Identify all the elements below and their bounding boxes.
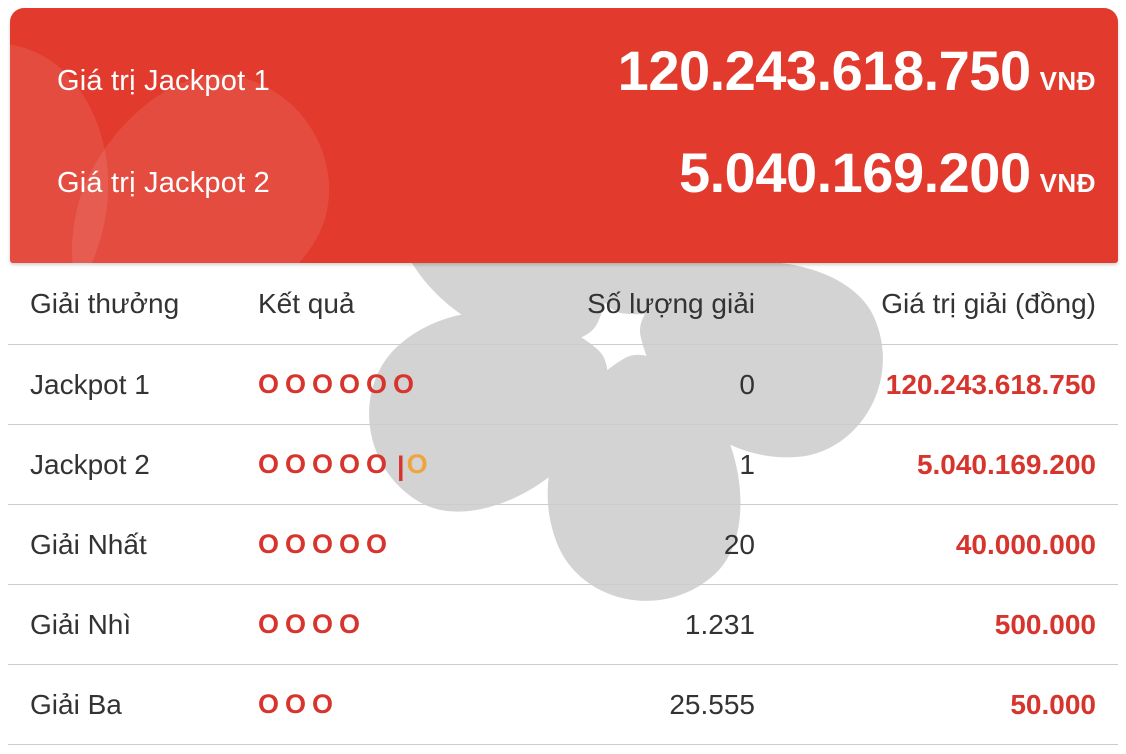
main-balls: OOOOO bbox=[258, 449, 394, 479]
prize-value: 500.000 bbox=[994, 608, 1096, 640]
prize-table: Giải thưởng Kết quả Số lượng giải Giá tr… bbox=[8, 263, 1118, 745]
jackpot1-label: Giá trị Jackpot 1 bbox=[57, 65, 270, 97]
result-balls: OOOOOO bbox=[258, 369, 538, 400]
prize-count: 1 bbox=[739, 448, 755, 480]
header-value: Giá trị giải (đồng) bbox=[881, 287, 1096, 319]
jackpot2-label: Giá trị Jackpot 2 bbox=[57, 167, 270, 199]
table-row: Giải Nhất OOOOO 20 40.000.000 bbox=[8, 505, 1118, 585]
main-balls: OOO bbox=[258, 689, 340, 719]
jackpot1-value: 120.243.618.750 bbox=[617, 39, 1031, 102]
prize-value: 50.000 bbox=[1010, 688, 1096, 720]
jackpot2-value-group: 5.040.169.200 VNĐ bbox=[679, 140, 1096, 206]
prize-name: Jackpot 2 bbox=[30, 448, 150, 480]
result-balls: OOOOO bbox=[258, 529, 538, 560]
table-row: Giải Nhì OOOO 1.231 500.000 bbox=[8, 585, 1118, 665]
header-count: Số lượng giải bbox=[587, 287, 755, 319]
jackpot2-row: Giá trị Jackpot 2 5.040.169.200 VNĐ bbox=[57, 140, 1096, 206]
header-prize: Giải thưởng bbox=[30, 287, 180, 319]
prize-count: 1.231 bbox=[684, 608, 755, 640]
prize-value: 120.243.618.750 bbox=[885, 368, 1096, 400]
prize-count: 25.555 bbox=[669, 688, 755, 720]
prize-value: 40.000.000 bbox=[955, 528, 1096, 560]
header-result: Kết quả bbox=[258, 287, 355, 319]
jackpot1-row: Giá trị Jackpot 1 120.243.618.750 VNĐ bbox=[57, 38, 1096, 104]
ball-separator: | bbox=[397, 451, 405, 481]
jackpot1-value-group: 120.243.618.750 VNĐ bbox=[618, 38, 1096, 104]
result-balls: OOO bbox=[258, 689, 538, 720]
result-balls: OOOO bbox=[258, 609, 538, 640]
jackpot1-currency-label: VNĐ bbox=[1039, 66, 1096, 96]
bonus-ball: O bbox=[406, 449, 428, 479]
table-row: Jackpot 1 OOOOOO 0 120.243.618.750 bbox=[8, 345, 1118, 425]
main-balls: OOOO bbox=[258, 609, 367, 639]
table-row: Giải Ba OOO 25.555 50.000 bbox=[8, 665, 1118, 745]
table-row: Jackpot 2 OOOOO |O 1 5.040.169.200 bbox=[8, 425, 1118, 505]
main-balls: OOOOO bbox=[258, 529, 394, 559]
main-balls: OOOOOO bbox=[258, 369, 421, 399]
result-balls: OOOOO |O bbox=[258, 449, 538, 481]
prize-name: Giải Nhì bbox=[30, 608, 132, 640]
prize-name: Giải Ba bbox=[30, 688, 122, 720]
jackpot-banner: Giá trị Jackpot 1 120.243.618.750 VNĐ Gi… bbox=[10, 8, 1118, 263]
prize-name: Giải Nhất bbox=[30, 528, 147, 560]
jackpot2-currency-label: VNĐ bbox=[1039, 168, 1096, 198]
prize-count: 0 bbox=[739, 368, 755, 400]
prize-count: 20 bbox=[723, 528, 755, 560]
prize-name: Jackpot 1 bbox=[30, 368, 150, 400]
table-header-row: Giải thưởng Kết quả Số lượng giải Giá tr… bbox=[8, 263, 1118, 345]
prize-value: 5.040.169.200 bbox=[916, 448, 1096, 480]
jackpot2-value: 5.040.169.200 bbox=[678, 141, 1031, 204]
